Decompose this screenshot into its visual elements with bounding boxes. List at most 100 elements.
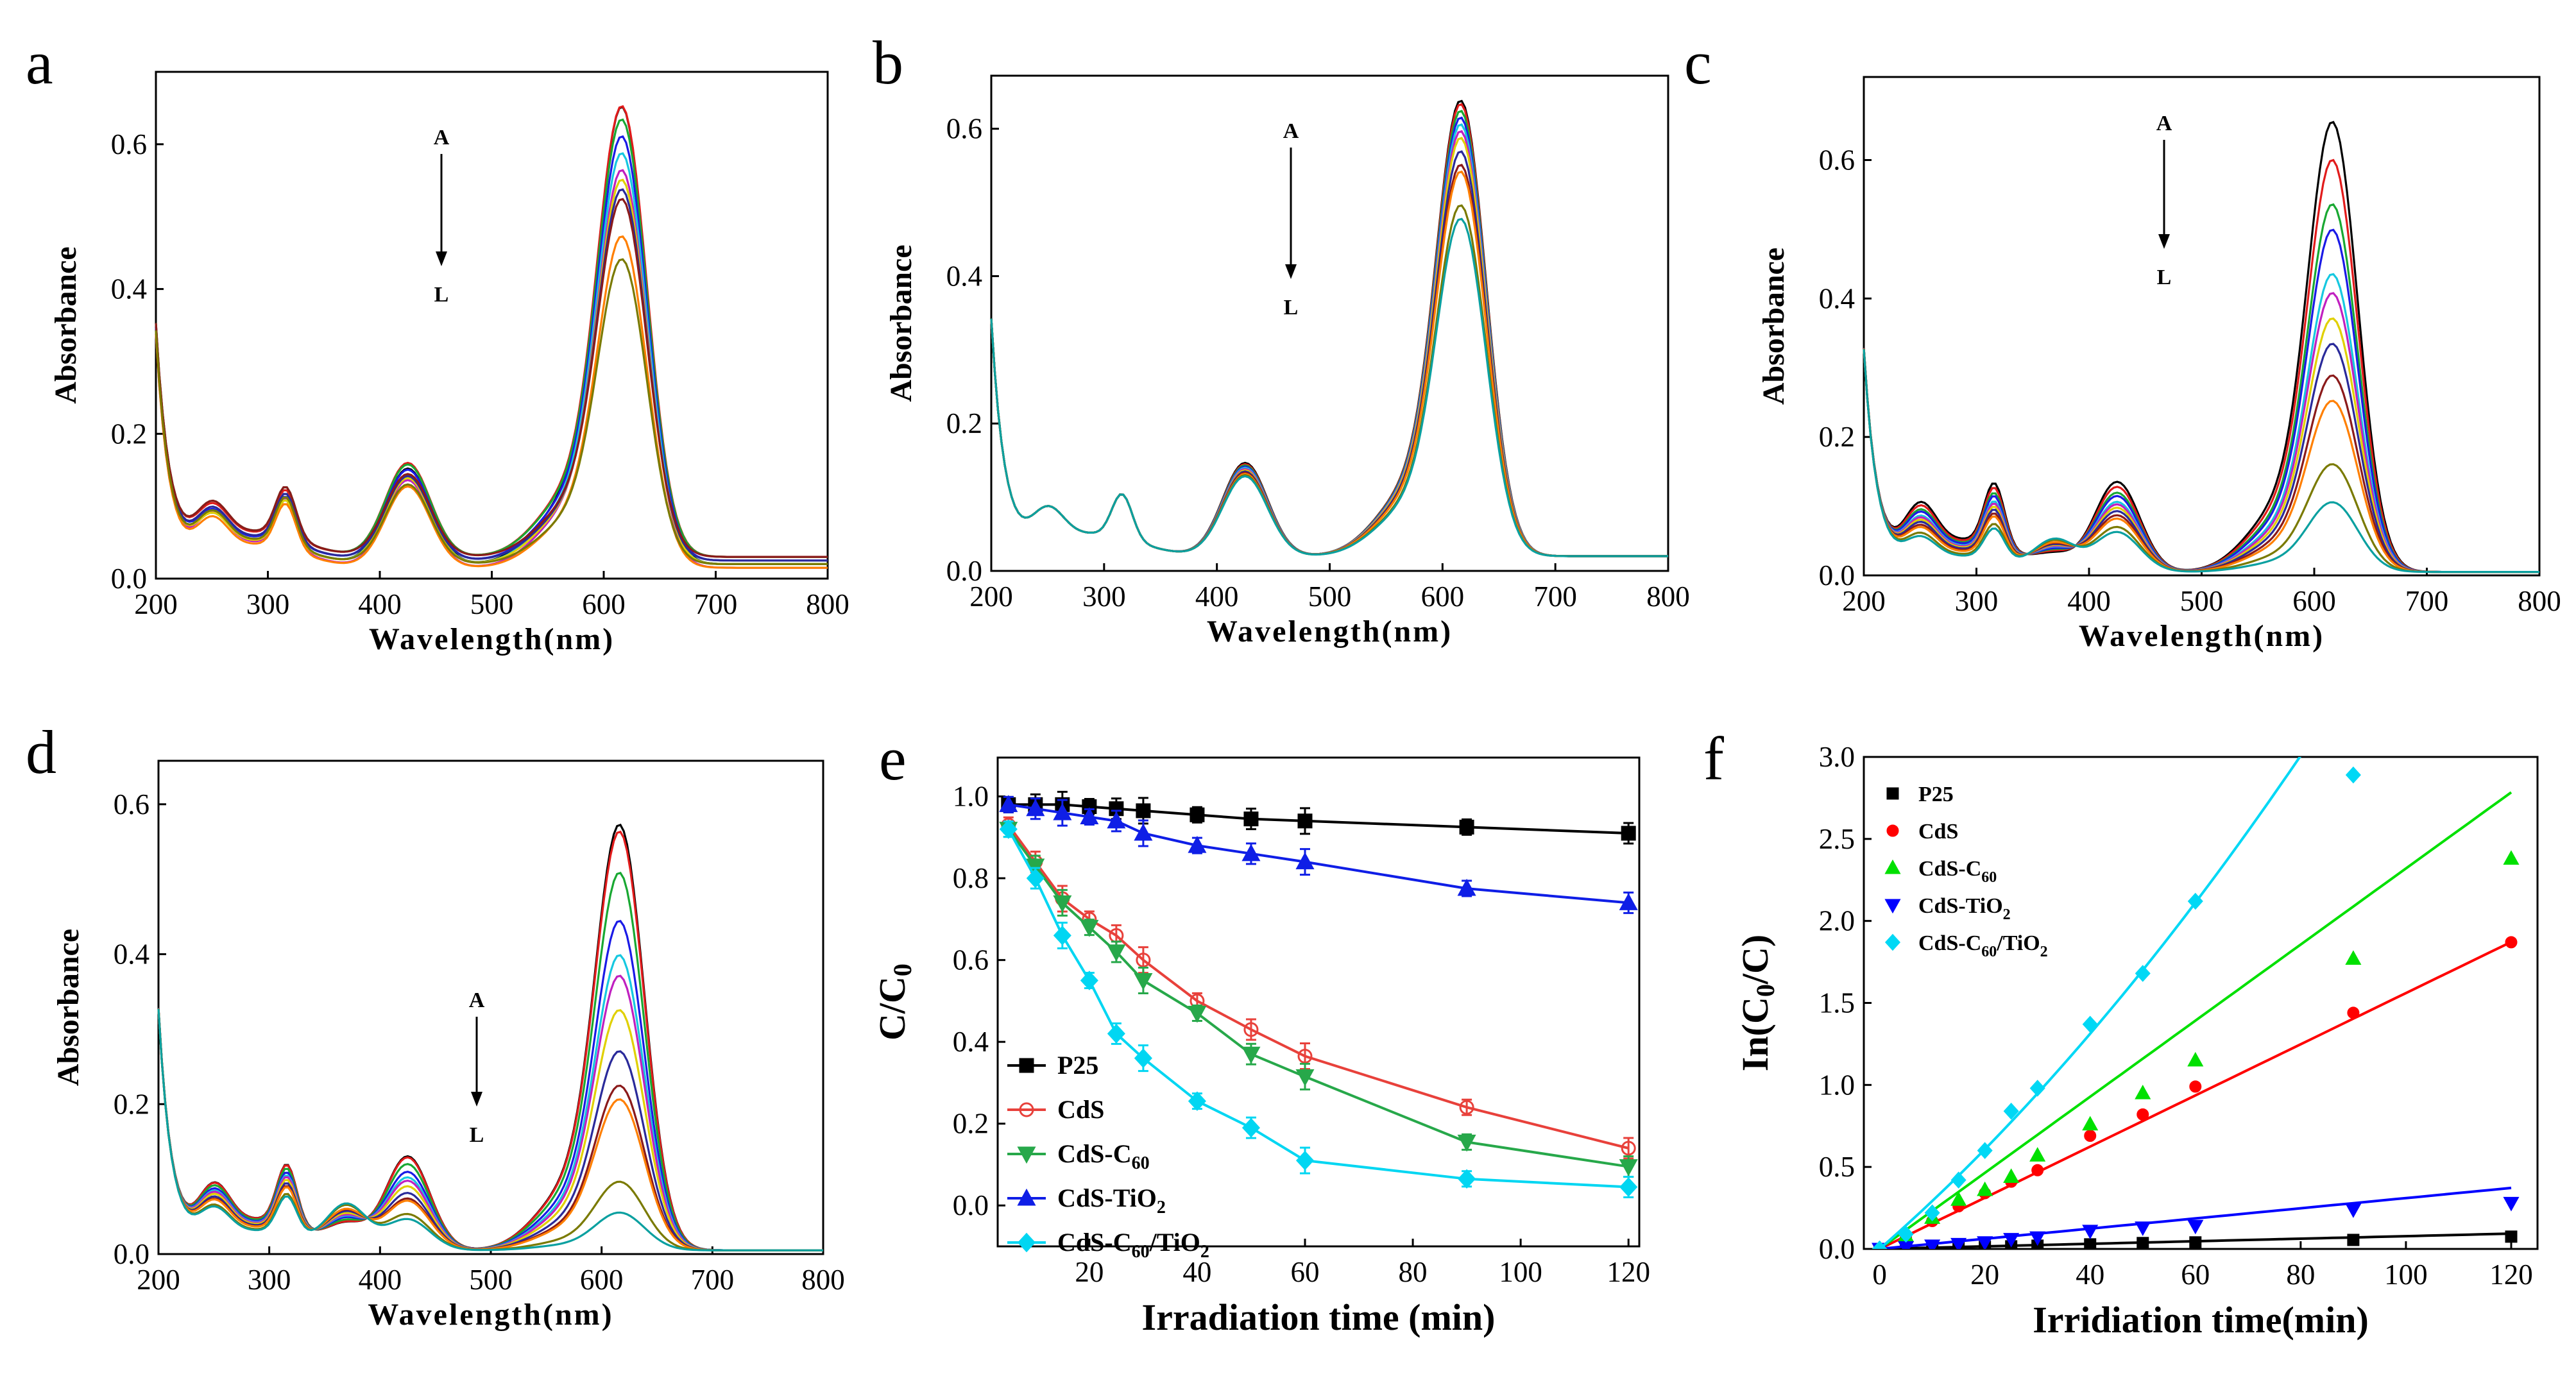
y-tick-label-f: 2.5: [1819, 823, 1855, 855]
marker-triangle-up: [2135, 1085, 2151, 1099]
x-tick-label-a: 800: [806, 588, 849, 620]
arrow-head: [436, 251, 447, 266]
marker-triangle-down: [2029, 1231, 2046, 1246]
legend-label: CdS-C60: [1918, 857, 1997, 886]
marker-square: [1136, 803, 1151, 819]
y-tick-label-a: 0.4: [111, 273, 147, 305]
marker-triangle-up: [2029, 1147, 2046, 1162]
marker-diamond: [1872, 1240, 1888, 1249]
spectrum-line-b: [990, 217, 1668, 557]
spectrum-line-a: [155, 105, 828, 565]
x-tick-label-c: 700: [2405, 585, 2449, 617]
x-tick-label-e: 80: [1399, 1256, 1428, 1288]
marker-diamond: [2345, 766, 2361, 784]
marker-triangle-up: [2345, 950, 2362, 965]
spectrum-line-a: [155, 188, 828, 562]
arrow-label-top: A: [2156, 112, 2172, 135]
x-tick-label-b: 400: [1195, 581, 1239, 613]
spectrum-line-c: [1863, 292, 2539, 573]
marker-circle: [2505, 936, 2518, 949]
marker-circle: [2084, 1130, 2097, 1142]
plot-frame-e: [996, 756, 1641, 1248]
marker-circle: [1019, 1102, 1034, 1117]
legend-label: CdS-C60: [1057, 1139, 1150, 1173]
series-group-a: [155, 105, 828, 569]
marker-triangle-down: [2187, 1219, 2204, 1235]
spectrum-line-d: [157, 872, 823, 1251]
arrow-label-top: A: [1283, 119, 1299, 143]
x-tick-label-d: 700: [691, 1264, 735, 1296]
panel-d: d 200 300 400 500 600 700 800 0.0 0.2 0.4 0.6 Wavele…: [26, 718, 845, 1332]
x-tick-label-f: 0: [1872, 1259, 1887, 1291]
y-tick-label-f: 2.0: [1819, 905, 1855, 937]
marker-triangle-down: [1241, 1046, 1261, 1064]
marker-diamond: [1053, 926, 1071, 946]
marker-triangle-up: [1017, 1188, 1036, 1206]
x-tick-label-b: 600: [1421, 581, 1465, 613]
marker-diamond: [2082, 1015, 2098, 1033]
spectrum-line-d: [157, 1008, 823, 1251]
marker-triangle-up: [2082, 1116, 2099, 1131]
marker-triangle-up: [1950, 1191, 1967, 1206]
y-axis-title-f: In(C0/C): [1734, 935, 1780, 1071]
y-tick-label-d: 0.0: [114, 1238, 149, 1270]
spectrum-line-b: [990, 116, 1668, 557]
marker-circle: [2189, 1080, 2202, 1093]
spectrum-line-c: [1863, 228, 2539, 573]
marker-triangle-up: [999, 795, 1018, 812]
plot-frame-f: [1863, 756, 2539, 1250]
spectrum-line-a: [155, 258, 828, 565]
x-tick-label-d: 500: [469, 1264, 513, 1296]
arrow-label-bottom: L: [470, 1123, 484, 1147]
spectrum-line-a: [155, 235, 828, 569]
marker-triangle-down: [1924, 1239, 1941, 1249]
spectrum-line-a: [155, 178, 828, 565]
y-tick-label-a: 0.6: [111, 128, 147, 160]
marker-square: [1019, 1058, 1034, 1073]
decay-arrow-d: AL: [469, 988, 485, 1147]
panel-f: f 0 20 40 60 80 100 120 0.0 0.5 1.0 1.5 2.0 2.5 3.0 Irr…: [1703, 724, 2539, 1341]
x-tick-label-c: 400: [2067, 585, 2111, 617]
marker-triangle-up: [1053, 802, 1072, 820]
plot-frame-c: [1863, 76, 2541, 577]
y-tick-label-c: 0.0: [1819, 559, 1855, 591]
marker-triangle-down: [1026, 858, 1045, 876]
marker-diamond: [999, 819, 1018, 839]
x-tick-label-f: 60: [2181, 1259, 2210, 1291]
panel-label-d: d: [26, 718, 56, 786]
marker-diamond: [1458, 1169, 1476, 1189]
x-tick-label-b: 300: [1082, 581, 1126, 613]
spectrum-line-c: [1863, 349, 2539, 573]
marker-diamond: [1017, 1232, 1036, 1253]
x-tick-label-a: 500: [470, 588, 514, 620]
marker-diamond: [1080, 971, 1098, 990]
legend-label: CdS: [1918, 820, 1958, 844]
marker-diamond: [1241, 1117, 1261, 1138]
legend-label: CdS-TiO2: [1918, 894, 2011, 923]
x-axis-title-d: Wavelength(nm): [368, 1298, 613, 1332]
x-tick-label-b: 500: [1308, 581, 1352, 613]
marker-square: [1243, 811, 1259, 827]
marker-triangle-up: [2503, 850, 2520, 865]
x-tick-label-c: 500: [2180, 585, 2224, 617]
marker-triangle-up: [1977, 1181, 1993, 1196]
y-tick-label-e: 1.0: [953, 781, 989, 813]
marker-diamond: [1884, 933, 1901, 951]
x-tick-label-f: 100: [2384, 1259, 2428, 1291]
y-tick-label-c: 0.4: [1819, 282, 1855, 314]
marker-square: [2137, 1237, 2149, 1249]
x-tick-label-f: 40: [2076, 1259, 2104, 1291]
spectrum-line-b: [990, 164, 1668, 557]
marker-diamond: [1924, 1204, 1940, 1221]
y-tick-label-e: 0.6: [953, 944, 989, 976]
marker-circle: [1459, 1099, 1474, 1115]
spectrum-line-d: [157, 824, 823, 1251]
arrow-label-bottom: L: [434, 283, 449, 307]
series-f-CdS: [1873, 936, 2518, 1249]
y-tick-label-f: 3.0: [1819, 741, 1855, 773]
y-axis-title-d: Absorbance: [51, 929, 85, 1086]
marker-triangle-down: [2082, 1225, 2099, 1239]
marker-diamond: [1188, 1091, 1206, 1111]
legend-label: CdS-TiO2: [1057, 1184, 1166, 1218]
marker-circle: [1136, 953, 1151, 968]
